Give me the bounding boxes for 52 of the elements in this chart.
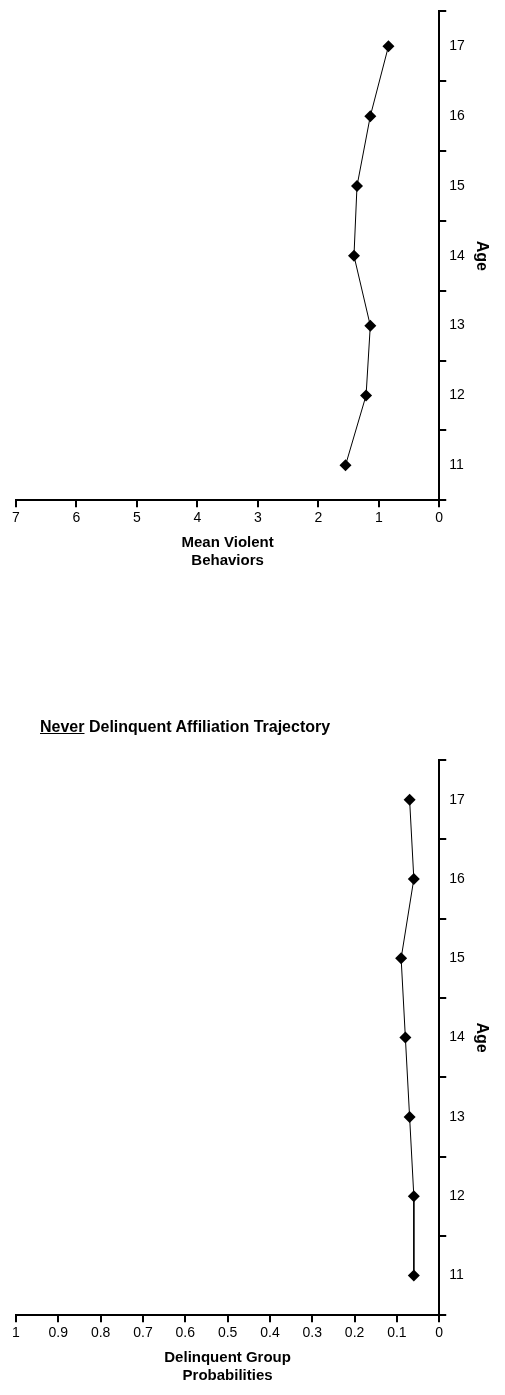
y-tick-label: 12 bbox=[449, 1187, 466, 1204]
x-tick-label: 7 bbox=[12, 509, 21, 526]
x-tick-label: 0.2 bbox=[344, 1324, 365, 1341]
y-tick-label: 15 bbox=[449, 949, 466, 966]
x-tick-label: 0 bbox=[435, 509, 444, 526]
y-tick-label: 13 bbox=[449, 316, 466, 333]
y-tick-label: 14 bbox=[449, 246, 466, 263]
point bbox=[407, 1269, 420, 1282]
x-tick-label: 1 bbox=[12, 1324, 21, 1341]
point bbox=[347, 249, 360, 262]
y-tick-label: 17 bbox=[449, 37, 466, 54]
x-tick-label: 4 bbox=[193, 509, 202, 526]
point bbox=[360, 389, 373, 402]
y-tick-label: 17 bbox=[449, 790, 466, 807]
x-axis-title: Delinquent Group Probabilities bbox=[164, 1348, 291, 1384]
x-tick-label: 0.5 bbox=[217, 1324, 238, 1341]
x-tick-label: 3 bbox=[253, 509, 262, 526]
y-tick-label: 16 bbox=[449, 869, 466, 886]
x-tick-label: 5 bbox=[133, 509, 142, 526]
y-tick-label: 16 bbox=[449, 107, 466, 123]
x-tick-label: 0.1 bbox=[387, 1324, 407, 1341]
y-axis-title: Age bbox=[473, 240, 491, 272]
x-tick-label: 0.9 bbox=[48, 1324, 69, 1341]
y-axis-title: Age bbox=[473, 1022, 491, 1053]
chart-title: Never Delinquent Affiliation Trajectory bbox=[40, 718, 331, 735]
point bbox=[395, 952, 408, 965]
y-tick-label: 11 bbox=[449, 1266, 464, 1283]
x-tick-label: 0.8 bbox=[90, 1324, 111, 1341]
point bbox=[399, 1031, 412, 1044]
x-tick-label: 0.7 bbox=[133, 1324, 153, 1341]
point bbox=[382, 40, 395, 53]
x-tick-label: 1 bbox=[374, 509, 383, 526]
point bbox=[407, 1190, 420, 1203]
y-tick-label: 13 bbox=[449, 1107, 466, 1124]
x-tick-label: 6 bbox=[72, 509, 81, 526]
y-tick-label: 11 bbox=[449, 456, 464, 473]
y-tick-label: 15 bbox=[449, 176, 466, 193]
point bbox=[364, 110, 377, 123]
x-tick-label: 0.3 bbox=[302, 1324, 323, 1341]
y-tick-label: 14 bbox=[449, 1028, 466, 1045]
point bbox=[339, 459, 352, 472]
y-tick-label: 12 bbox=[449, 386, 466, 403]
x-axis-title: Mean Violent Behaviors bbox=[181, 533, 274, 569]
point bbox=[403, 793, 416, 806]
point bbox=[364, 319, 377, 332]
point bbox=[351, 179, 363, 192]
x-tick-label: 0.6 bbox=[175, 1324, 196, 1341]
x-tick-label: 0.4 bbox=[260, 1324, 280, 1341]
x-tick-label: 0 bbox=[435, 1324, 444, 1341]
x-tick-label: 2 bbox=[314, 509, 323, 526]
point bbox=[407, 872, 420, 885]
point bbox=[403, 1110, 416, 1123]
